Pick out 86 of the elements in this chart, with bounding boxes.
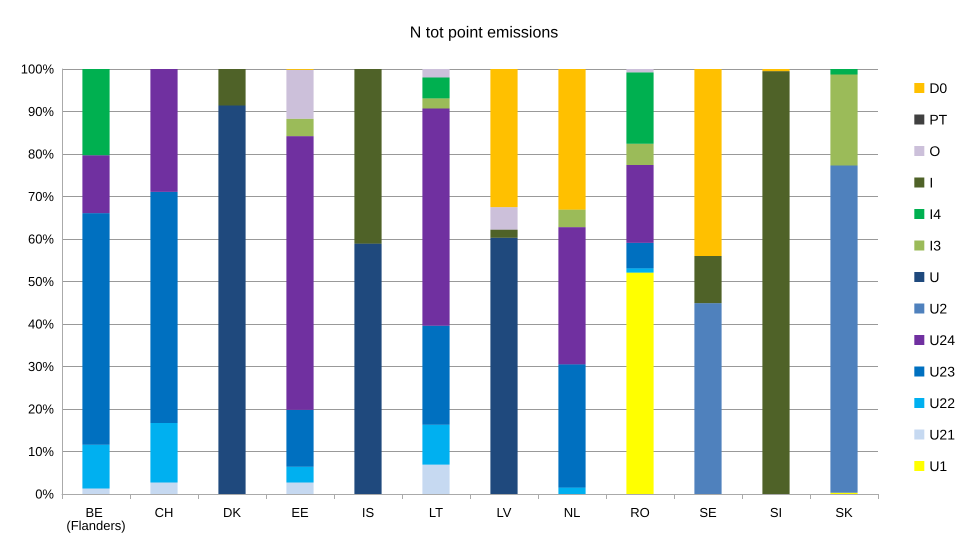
bar bbox=[150, 482, 178, 494]
bar bbox=[626, 69, 654, 72]
y-tick-label: 30% bbox=[28, 359, 54, 374]
x-tick-label: LV bbox=[496, 505, 512, 520]
bar bbox=[82, 69, 110, 156]
bar bbox=[82, 444, 110, 488]
legend-label: I4 bbox=[929, 206, 942, 222]
bar bbox=[830, 69, 858, 75]
bar bbox=[558, 227, 586, 364]
bar bbox=[286, 482, 314, 494]
bar bbox=[150, 69, 178, 192]
x-tick-label: LT bbox=[428, 505, 444, 520]
y-tick-label: 20% bbox=[28, 402, 54, 416]
bar bbox=[694, 69, 722, 256]
y-tick-label: 10% bbox=[28, 444, 54, 459]
bar bbox=[830, 165, 858, 493]
bar bbox=[150, 423, 178, 483]
bar bbox=[694, 303, 722, 494]
bar bbox=[830, 74, 858, 166]
bar bbox=[286, 410, 314, 467]
bar bbox=[490, 230, 518, 238]
x-tick-label: CH bbox=[154, 505, 174, 520]
bar bbox=[422, 464, 450, 494]
x-tick-label: SI bbox=[770, 505, 782, 520]
bar bbox=[626, 272, 654, 494]
legend-label: I bbox=[929, 174, 934, 190]
legend-label: U2 bbox=[929, 300, 948, 316]
bar bbox=[626, 268, 654, 273]
bar bbox=[626, 242, 654, 268]
bar bbox=[558, 364, 586, 488]
bar bbox=[286, 118, 314, 136]
bar bbox=[490, 238, 518, 494]
legend-label: PT bbox=[929, 112, 948, 128]
bar bbox=[150, 192, 178, 424]
legend-label: U bbox=[929, 269, 940, 285]
bar bbox=[422, 326, 450, 425]
bar bbox=[762, 71, 790, 494]
legend-label: U24 bbox=[929, 332, 956, 348]
y-tick-label: 70% bbox=[28, 189, 54, 204]
x-tick-label: SE bbox=[699, 505, 717, 520]
bar bbox=[626, 144, 654, 166]
y-tick-label: 90% bbox=[28, 104, 54, 119]
bar bbox=[218, 106, 246, 494]
bar bbox=[286, 136, 314, 410]
x-tick-label: EE bbox=[291, 505, 309, 520]
bar bbox=[422, 424, 450, 465]
legend-label: U21 bbox=[929, 426, 956, 442]
legend-label: D0 bbox=[929, 80, 948, 96]
y-tick-label: 50% bbox=[28, 274, 54, 289]
legend-label: U1 bbox=[929, 458, 948, 474]
legend-label: U22 bbox=[929, 395, 956, 411]
legend-label: U23 bbox=[929, 364, 956, 380]
bar bbox=[422, 78, 450, 98]
bar bbox=[626, 72, 654, 144]
y-tick-label: 100% bbox=[20, 62, 54, 76]
x-tick-label: DK bbox=[222, 505, 242, 520]
bar bbox=[558, 488, 586, 494]
legend-label: O bbox=[929, 143, 940, 159]
bar bbox=[694, 256, 722, 304]
bar bbox=[82, 213, 110, 445]
bar bbox=[82, 155, 110, 214]
bar bbox=[286, 466, 314, 483]
bar bbox=[422, 108, 450, 326]
bar bbox=[626, 165, 654, 243]
bar bbox=[286, 70, 314, 119]
x-tick-label: BE (Flanders) bbox=[66, 505, 126, 533]
y-tick-label: 0% bbox=[35, 486, 54, 502]
bar bbox=[82, 488, 110, 494]
legend-label: I3 bbox=[929, 238, 942, 254]
bar bbox=[558, 69, 586, 210]
x-tick-label: SK bbox=[835, 505, 853, 520]
x-tick-label: RO bbox=[630, 505, 650, 520]
bar bbox=[218, 69, 246, 106]
bar bbox=[354, 244, 382, 494]
bar bbox=[422, 98, 450, 109]
y-tick-label: 40% bbox=[28, 316, 54, 332]
bar bbox=[354, 69, 382, 244]
bar bbox=[490, 69, 518, 208]
chart-title: N tot point emissions bbox=[410, 24, 558, 42]
x-tick-label: NL bbox=[564, 505, 580, 520]
x-tick-label: IS bbox=[362, 505, 374, 520]
y-tick-label: 60% bbox=[28, 232, 54, 246]
y-tick-label: 80% bbox=[28, 146, 54, 162]
bar bbox=[490, 207, 518, 230]
bar bbox=[558, 210, 586, 228]
bar bbox=[422, 69, 450, 78]
